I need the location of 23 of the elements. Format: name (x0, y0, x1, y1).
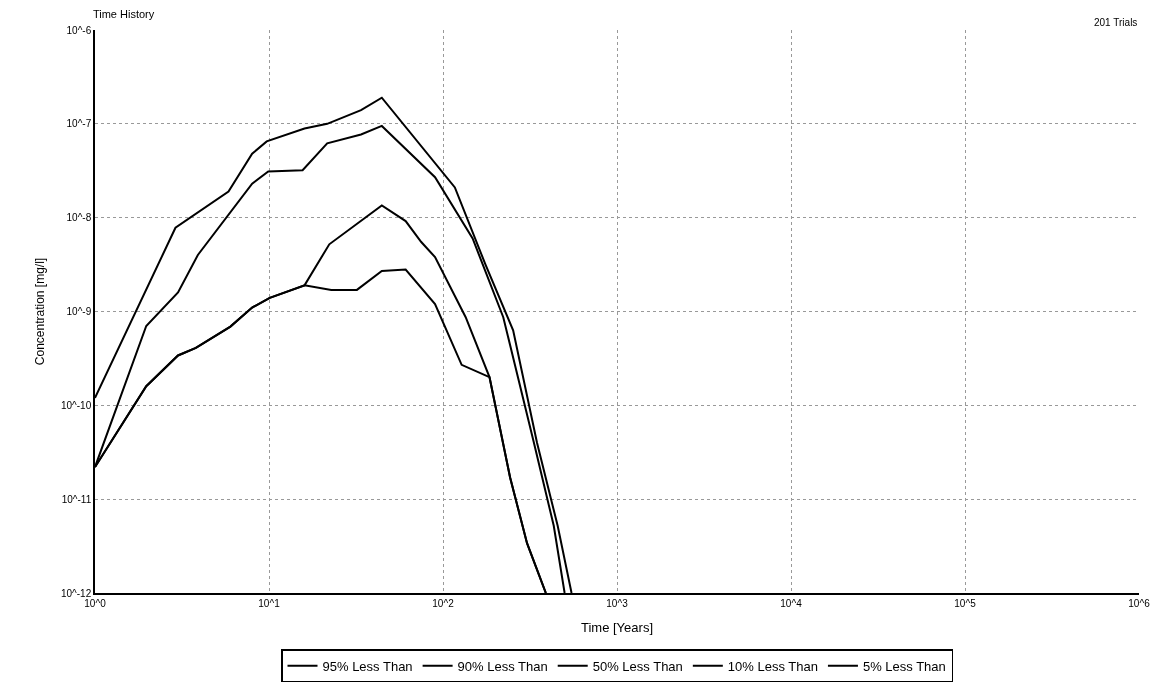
legend-label: 95% Less Than (322, 658, 413, 674)
y-tick-label: 10^-11 (61, 493, 92, 505)
legend-label: 90% Less Than (457, 658, 548, 674)
x-tick-label: 10^3 (606, 597, 629, 609)
x-tick-label: 10^2 (432, 597, 455, 609)
y-tick-label: 10^-6 (66, 24, 92, 36)
x-tick-label: 10^5 (954, 597, 977, 609)
legend-label: 10% Less Than (727, 658, 818, 674)
x-axis-title: Time [Years] (580, 619, 654, 635)
y-tick-label: 10^-9 (66, 306, 92, 317)
x-tick-label: 10^4 (780, 597, 803, 609)
y-tick-label: 10^-10 (60, 399, 92, 411)
text: 201 Trials (1094, 17, 1138, 28)
x-tick-label: 10^0 (84, 597, 107, 609)
y-tick-label: 10^-7 (66, 118, 92, 130)
legend-label: 50% Less Than (592, 658, 683, 674)
y-axis-title: Concentration [mg/l] (32, 257, 47, 366)
legend-label: 5% Less Than (862, 658, 946, 674)
chart-title: Time History (92, 8, 155, 21)
x-tick-label: 10^6 (1128, 597, 1151, 609)
y-tick-label: 10^-12 (60, 587, 92, 599)
x-tick-label: 10^1 (258, 597, 281, 609)
y-tick-label: 10^-8 (66, 212, 92, 224)
